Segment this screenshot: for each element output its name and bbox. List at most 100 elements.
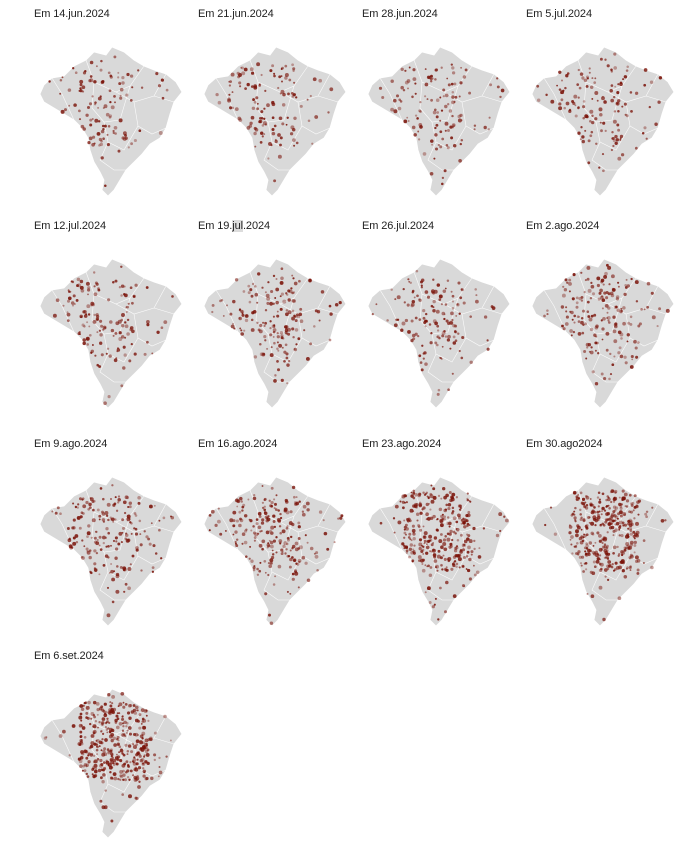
fire-dot [269,561,273,565]
fire-dot [160,326,164,330]
fire-dot [575,497,580,501]
fire-dot [633,494,637,498]
fire-dot [270,525,275,530]
state-border [99,571,126,601]
fire-dot [418,538,423,542]
fire-dot [630,110,633,113]
fire-dot [103,747,107,751]
fire-dot [441,568,444,571]
fire-dot [449,529,453,534]
fire-dot [323,531,328,536]
fire-dot [590,130,594,134]
fire-dot [605,331,610,336]
fire-dot [99,548,103,551]
fire-dot [118,331,122,335]
fire-dot [612,95,616,99]
fire-dot [108,734,113,739]
fire-dot [273,379,277,383]
fire-dot [536,84,540,88]
state-border [379,507,403,551]
fire-dot [306,98,309,101]
fire-dot [633,540,637,545]
fire-dot [408,532,412,536]
fire-dot [110,707,114,710]
fire-dot [95,551,99,555]
fire-dot [90,741,95,746]
fire-dot [438,294,443,299]
fire-dot [250,294,254,298]
fire-dot [616,545,619,549]
fire-dot [125,496,130,500]
fire-dot [404,318,409,323]
fire-dot [564,86,567,90]
fire-dot [251,106,256,111]
fire-dot [169,739,172,742]
fire-dot [118,745,122,748]
fire-dot [277,86,280,90]
fire-dot [582,504,586,507]
fire-dot [119,774,123,778]
fire-dot [313,325,316,328]
fire-dot [238,317,241,320]
fire-dot [284,76,288,80]
fire-dot [96,753,99,756]
fire-dot [629,322,633,326]
fire-dot [623,102,627,106]
fire-dot [430,543,434,547]
fire-dot [135,705,139,710]
fire-dot [429,494,434,499]
fire-dot [599,554,602,557]
label-text: Em 19. [198,220,233,232]
fire-dot [630,354,634,359]
fire-dot [253,564,256,568]
fire-dot [432,548,436,553]
fire-dot [443,557,447,561]
fire-dot [642,562,645,564]
fire-dot [80,719,83,722]
fire-dot [447,103,450,106]
fire-dot [580,271,583,274]
fire-dot [591,571,596,576]
fire-dot [238,73,242,77]
fire-dot [610,565,614,569]
fire-dot [142,762,145,765]
fire-dot [109,731,112,734]
state-border [481,525,503,533]
fire-dot [585,357,588,360]
fire-dot [595,142,598,146]
fire-dot [122,753,126,757]
fire-dot [600,319,603,322]
fire-dot [587,516,591,519]
fire-dot [610,489,615,493]
fire-dot [286,116,289,119]
fire-dot [83,314,88,318]
fire-dot [81,85,86,90]
fire-dot [449,321,454,325]
fire-dot [272,302,275,305]
fire-dot [83,769,87,773]
fire-dot [597,513,600,517]
fire-dot [243,514,248,518]
fire-dot [451,294,455,298]
fire-dot [80,289,85,293]
fire-dot [437,143,440,147]
fire-dot [437,549,441,553]
fire-dot [104,184,107,188]
fire-dot [568,531,572,535]
fire-dot [306,508,310,512]
fire-dot [124,324,129,329]
fire-dot [440,497,443,500]
fire-dot [625,547,628,550]
fire-dot [127,302,130,305]
fire-dot [658,76,663,80]
fire-dot [397,106,402,111]
state-border [115,285,167,315]
fire-dot [88,502,92,507]
fire-dot [337,517,340,520]
fire-dot [270,531,274,535]
fire-dot [444,610,447,614]
fire-dot [602,121,606,125]
fire-dot [101,518,106,522]
fire-dot [603,377,607,381]
fire-dot [274,139,278,144]
